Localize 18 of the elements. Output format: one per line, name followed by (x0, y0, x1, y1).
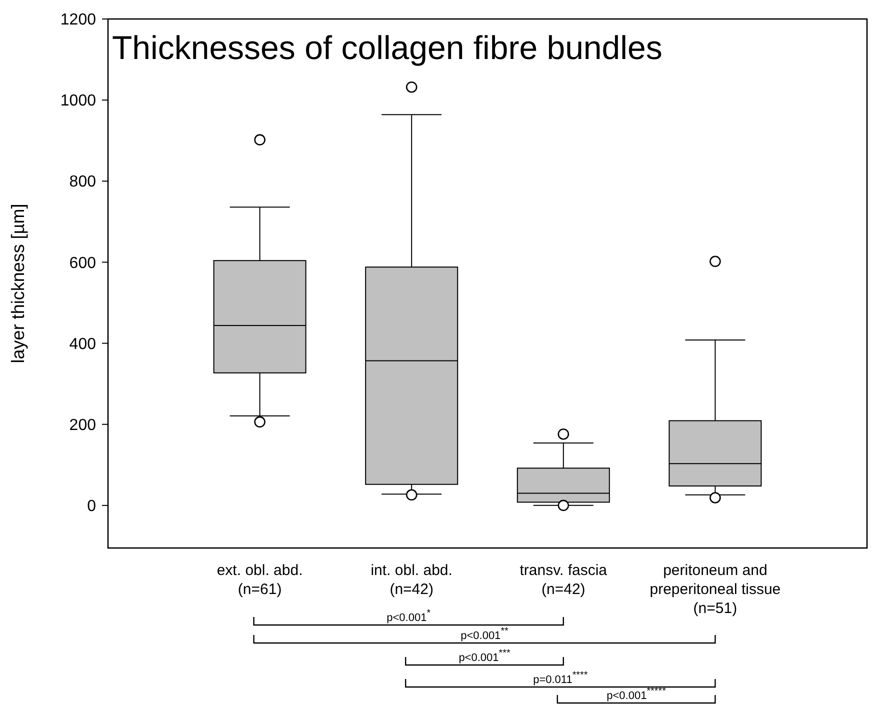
x-tick-label: int. obl. abd. (n=42) (370, 562, 452, 598)
y-tick-label: 600 (69, 254, 96, 272)
y-axis-title: layer thickness [µm] (8, 204, 28, 364)
y-tick-label: 1200 (60, 12, 96, 29)
text: p<0.001$^{*****}$ (606, 686, 666, 702)
text: p<0.001$^{**}$ (460, 626, 509, 642)
text: p<0.001$^{***}$ (458, 648, 510, 664)
y-tick-label: 200 (69, 416, 96, 434)
y-tick-label: 800 (69, 174, 96, 191)
chart-title: Thicknesses of collagen fibre bundles (112, 29, 662, 66)
y-tick-label: 1000 (60, 92, 96, 110)
y-tick-label: 400 (69, 336, 96, 353)
text: p=0.011$^{****}$ (533, 670, 588, 686)
x-tick-label: transv. fascia (n=42) (520, 562, 608, 598)
x-tick-label: peritoneum and preperitoneal tissue (n=51) (650, 562, 781, 617)
y-tick-label: 0 (87, 498, 96, 516)
text: p<0.001$^{*}$ (386, 608, 431, 624)
x-tick-label: ext. obl. abd. (n=61) (216, 562, 303, 598)
